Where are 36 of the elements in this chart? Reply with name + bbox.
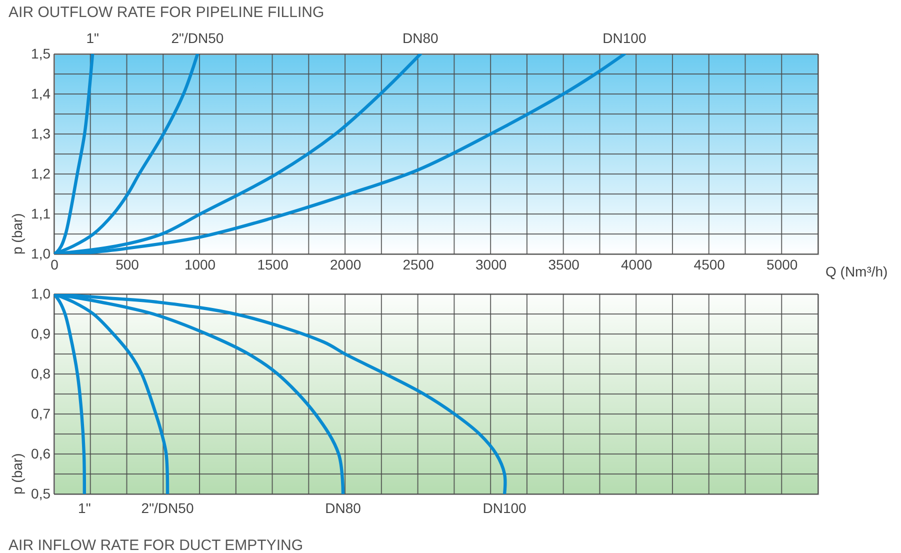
x-axis-title: Q (Nm³/h) bbox=[826, 264, 888, 280]
y-tick-label: 1,0 bbox=[31, 286, 51, 302]
series-label: 2"/DN50 bbox=[141, 500, 194, 516]
x-tick-label: 2500 bbox=[402, 256, 434, 272]
chart-title: AIR OUTFLOW RATE FOR PIPELINE FILLING bbox=[8, 4, 324, 21]
x-tick-label: 5000 bbox=[766, 256, 798, 272]
series-label: DN100 bbox=[602, 30, 646, 46]
x-tick-label: 500 bbox=[116, 256, 140, 272]
series-label: DN100 bbox=[482, 500, 527, 516]
x-tick-label: 3000 bbox=[475, 256, 507, 272]
y-axis-title: p (bar) bbox=[9, 213, 26, 254]
x-tick-label: 4000 bbox=[621, 256, 652, 272]
y-tick-label: 1,0 bbox=[31, 246, 51, 262]
y-tick-label: 1,1 bbox=[31, 206, 51, 222]
y-tick-label: 1,3 bbox=[31, 126, 51, 142]
y-tick-label: 0,7 bbox=[31, 406, 51, 422]
y-tick-label: 0,9 bbox=[31, 326, 51, 342]
y-tick-label: 0,5 bbox=[31, 486, 51, 502]
x-tick-label: 1000 bbox=[184, 256, 216, 272]
x-tick-label: 0 bbox=[50, 256, 59, 272]
y-tick-label: 1,2 bbox=[31, 166, 51, 182]
series-label: DN80 bbox=[325, 500, 362, 516]
x-tick-label: 1500 bbox=[257, 256, 289, 272]
series-label: 1" bbox=[78, 500, 91, 516]
y-tick-label: 0,6 bbox=[31, 446, 51, 462]
series-label: 2"/DN50 bbox=[171, 30, 224, 46]
x-tick-label: 3500 bbox=[548, 256, 580, 272]
y-tick-label: 1,5 bbox=[31, 46, 51, 62]
y-tick-label: 0,8 bbox=[31, 366, 51, 382]
x-tick-label: 2000 bbox=[330, 256, 362, 272]
series-label: 1" bbox=[86, 30, 99, 46]
text: AIR INFLOW RATE FOR DUCT EMPTYING bbox=[8, 537, 304, 553]
y-axis-title: p (bar) bbox=[9, 453, 26, 494]
x-tick-label: 4500 bbox=[694, 256, 726, 272]
series-label: DN80 bbox=[402, 30, 439, 46]
y-tick-label: 1,4 bbox=[31, 86, 51, 102]
